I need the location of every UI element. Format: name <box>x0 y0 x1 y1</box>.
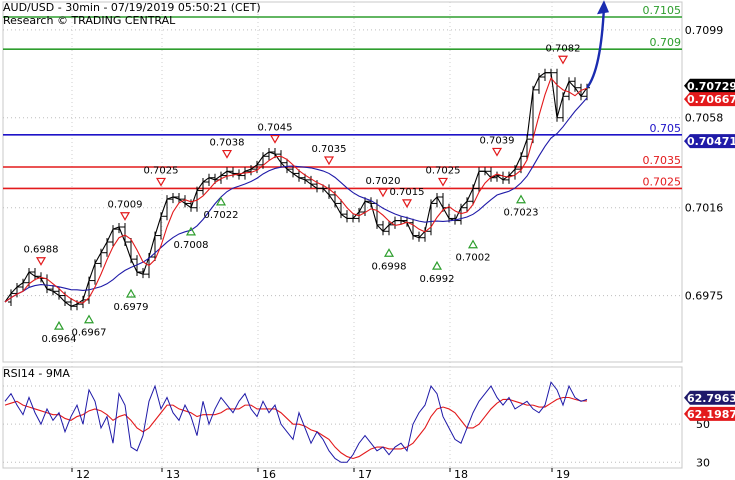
level-label: 0.7035 <box>643 154 682 167</box>
level-label: 0.709 <box>650 36 682 49</box>
level-label: 0.7105 <box>643 4 682 17</box>
y-tick-label: 0.7058 <box>685 112 724 125</box>
price-box-label: 0.70729 <box>687 80 735 93</box>
resistance-marker <box>155 177 167 187</box>
support-marker <box>431 260 443 270</box>
price-line <box>4 72 588 307</box>
x-tick-label: 19 <box>556 468 570 480</box>
x-tick-label: 12 <box>76 468 90 480</box>
rsi-panel <box>3 381 682 463</box>
annotation-label: 0.6964 <box>42 334 77 345</box>
y-tick-label: 0.6975 <box>685 290 724 303</box>
resistance-marker <box>269 134 281 144</box>
x-tick-label: 13 <box>166 468 180 480</box>
resistance-marker <box>377 188 389 198</box>
annotation-label: 0.7008 <box>174 240 209 251</box>
price-annotations: 0.69880.69640.69670.70090.69790.70250.70… <box>24 43 581 345</box>
price-box-label: 62.1987 <box>687 408 735 421</box>
x-tick-label: 16 <box>262 468 276 480</box>
ma-fast-line <box>4 76 588 304</box>
projection-arrow <box>586 6 606 89</box>
price-box <box>684 78 735 93</box>
horizontal-levels: 0.7105 0.709 0.705 0.7035 0.7025 <box>3 4 682 190</box>
resistance-marker <box>401 199 413 209</box>
rsi-tick-label: 30 <box>696 456 710 469</box>
support-marker <box>83 314 95 324</box>
level-label: 0.705 <box>650 122 682 135</box>
resistance-marker <box>119 212 131 221</box>
price-box <box>684 92 735 107</box>
moving-averages <box>4 0 609 304</box>
support-marker <box>383 248 395 257</box>
annotation-label: 0.7015 <box>390 187 425 198</box>
support-marker <box>185 226 197 236</box>
axes: 0.6975 0.7016 0.7058 0.7099 12 13 16 17 18 19 30 50 <box>71 24 724 480</box>
annotation-label: 0.6998 <box>372 261 407 272</box>
annotation-label: 0.6967 <box>72 328 107 339</box>
x-tick-label: 18 <box>454 468 468 480</box>
price-box-label: 0.70471 <box>687 135 735 148</box>
resistance-marker <box>221 149 233 159</box>
annotation-label: 0.7022 <box>204 210 239 221</box>
resistance-marker <box>437 177 449 187</box>
price-box-label: 0.70667 <box>687 93 735 106</box>
annotation-label: 0.7038 <box>210 138 245 149</box>
projection-arrowhead <box>597 0 609 15</box>
rsi-line <box>4 381 588 463</box>
annotation-label: 0.7045 <box>258 123 293 134</box>
support-marker <box>467 239 479 249</box>
annotation-label: 0.7082 <box>546 43 581 54</box>
resistance-marker <box>323 156 335 166</box>
ma-slow-line <box>4 97 588 303</box>
annotation-label: 0.6992 <box>420 274 455 285</box>
support-marker <box>53 320 65 330</box>
price-box <box>684 406 735 421</box>
resistance-marker <box>35 257 47 266</box>
annotation-label: 0.7039 <box>480 135 515 146</box>
annotation-label: 0.6979 <box>114 302 149 313</box>
annotation-label: 0.6988 <box>24 245 59 256</box>
annotation-label: 0.7020 <box>366 176 401 187</box>
price-series <box>4 68 590 311</box>
y-tick-label: 0.7016 <box>685 202 724 215</box>
annotation-label: 0.7035 <box>312 144 347 155</box>
annotation-label: 0.7023 <box>504 208 539 219</box>
price-box <box>684 390 735 405</box>
price-box-label: 62.7963 <box>687 392 735 405</box>
support-marker <box>215 196 227 206</box>
annotation-label: 0.7009 <box>108 200 143 211</box>
research-credit: Research © TRADING CENTRAL <box>3 14 176 27</box>
price-frame <box>2 1 683 363</box>
support-marker <box>515 194 527 204</box>
support-marker <box>125 288 137 298</box>
resistance-marker <box>557 55 569 65</box>
x-tick-label: 17 <box>358 468 372 480</box>
annotation-label: 0.7025 <box>426 165 461 176</box>
y-tick-label: 0.7099 <box>685 24 724 37</box>
chart-title: AUD/USD - 30min - 07/19/2019 05:50:21 (C… <box>3 1 261 14</box>
annotation-label: 0.7025 <box>144 165 179 176</box>
level-label: 0.7025 <box>643 175 682 188</box>
rsi-frame <box>2 366 683 469</box>
price-grid <box>2 1 683 469</box>
annotation-label: 0.7002 <box>456 253 491 264</box>
rsi-title: RSI14 - 9MA <box>3 367 70 380</box>
rsi-tick-label: 50 <box>696 418 710 431</box>
resistance-marker <box>491 147 503 157</box>
price-box <box>684 134 735 149</box>
